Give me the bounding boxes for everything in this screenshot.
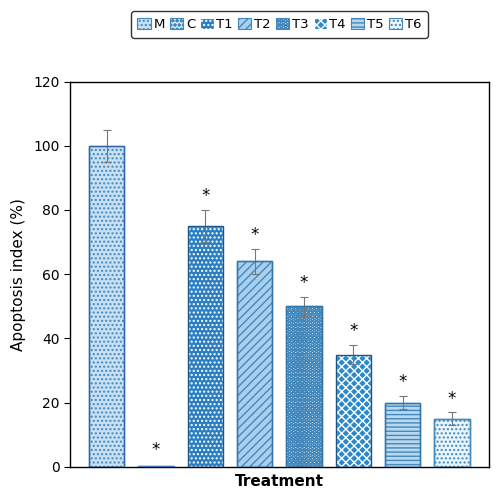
Bar bbox=[434, 419, 470, 467]
Bar bbox=[188, 226, 223, 467]
Bar bbox=[286, 306, 322, 467]
Bar bbox=[89, 146, 124, 467]
Bar bbox=[385, 402, 420, 467]
Text: *: * bbox=[398, 374, 407, 392]
Bar bbox=[385, 402, 420, 467]
Text: *: * bbox=[250, 226, 259, 244]
Bar bbox=[138, 466, 174, 467]
Bar bbox=[336, 354, 371, 467]
Bar bbox=[237, 262, 272, 467]
Text: *: * bbox=[349, 322, 358, 340]
Text: *: * bbox=[300, 274, 308, 292]
Bar bbox=[89, 146, 124, 467]
X-axis label: Treatment: Treatment bbox=[235, 474, 324, 489]
Bar bbox=[286, 306, 322, 467]
Text: *: * bbox=[448, 390, 456, 407]
Bar bbox=[336, 354, 371, 467]
Bar bbox=[138, 466, 174, 467]
Bar bbox=[188, 226, 223, 467]
Text: *: * bbox=[201, 187, 209, 205]
Bar bbox=[237, 262, 272, 467]
Text: *: * bbox=[152, 441, 160, 459]
Bar bbox=[434, 419, 470, 467]
Y-axis label: Apoptosis index (%): Apoptosis index (%) bbox=[11, 198, 26, 350]
Legend: M, C, T1, T2, T3, T4, T5, T6: M, C, T1, T2, T3, T4, T5, T6 bbox=[131, 11, 428, 38]
